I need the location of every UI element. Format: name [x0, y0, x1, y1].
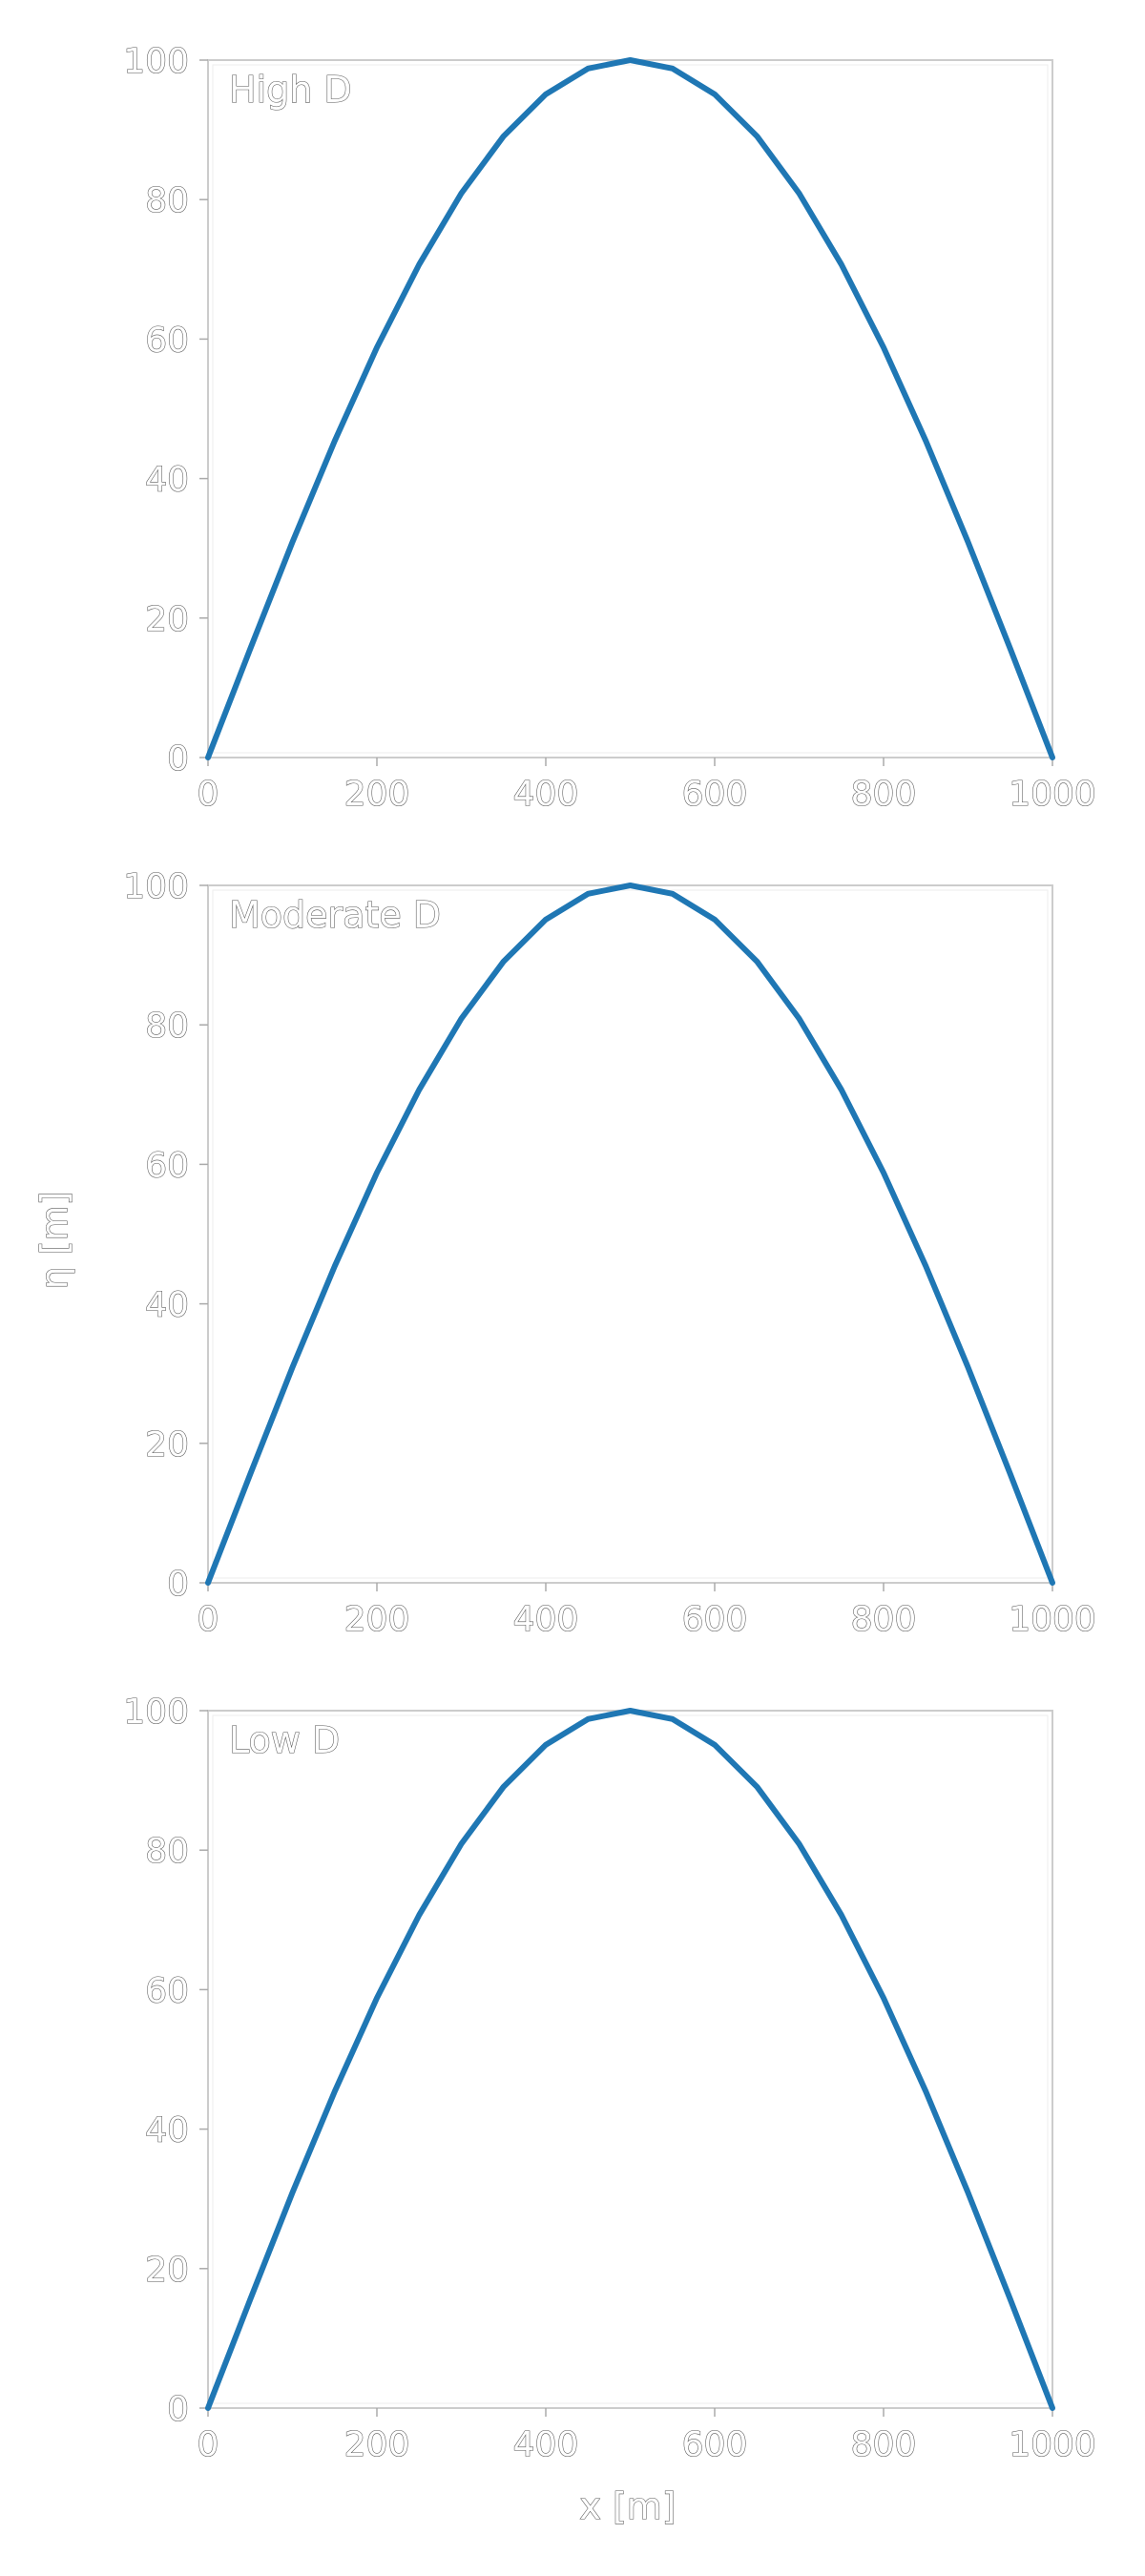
panel-label: Low D — [229, 1719, 340, 1761]
y-tick-label: 60 — [145, 321, 189, 360]
x-tick-label: 400 — [513, 1600, 579, 1639]
y-tick-label: 100 — [123, 42, 189, 81]
series-line — [205, 883, 1055, 1586]
y-tick-label: 100 — [123, 1693, 189, 1732]
y-tick-label: 80 — [145, 1832, 189, 1871]
x-tick-label: 1000 — [1009, 775, 1096, 814]
plot-frame-inner — [212, 64, 1049, 754]
x-tick-label: 600 — [682, 775, 748, 814]
y-tick-label: 0 — [167, 1565, 189, 1604]
x-tick-label: 600 — [682, 2425, 748, 2464]
panel-label: High D — [229, 69, 352, 111]
panel-label: Moderate D — [229, 894, 441, 936]
x-tick-label: 200 — [344, 1600, 410, 1639]
x-tick-label: 800 — [851, 775, 917, 814]
y-tick-label: 20 — [145, 600, 189, 639]
x-tick-label: 400 — [513, 775, 579, 814]
plot-frame — [207, 59, 1053, 758]
y-tick-label: 80 — [145, 1007, 189, 1046]
y-tick-label: 40 — [145, 1286, 189, 1325]
plot-frame-inner — [212, 1714, 1049, 2404]
x-tick-label: 0 — [198, 775, 219, 814]
x-tick-label: 0 — [198, 1600, 219, 1639]
y-tick-label: 100 — [123, 867, 189, 906]
x-tick-label: 800 — [851, 2425, 917, 2464]
plot-frame-inner — [212, 889, 1049, 1579]
x-tick-label: 400 — [513, 2425, 579, 2464]
y-tick-label: 40 — [145, 461, 189, 500]
series-line — [205, 57, 1055, 760]
x-tick-label: 800 — [851, 1600, 917, 1639]
y-tick-label: 0 — [167, 2390, 189, 2429]
x-tick-label: 0 — [198, 2425, 219, 2464]
y-tick-label: 20 — [145, 1425, 189, 1465]
y-tick-label: 20 — [145, 2251, 189, 2290]
series-line — [205, 1708, 1055, 2411]
y-axis-label: η [m] — [33, 1192, 75, 1290]
y-tick-label: 60 — [145, 1146, 189, 1185]
plot-frame — [207, 1710, 1053, 2409]
x-tick-label: 200 — [344, 2425, 410, 2464]
x-tick-label: 1000 — [1009, 1600, 1096, 1639]
x-tick-label: 1000 — [1009, 2425, 1096, 2464]
plot-frame — [207, 884, 1053, 1584]
y-tick-label: 40 — [145, 2111, 189, 2150]
x-axis-label: x [m] — [579, 2485, 676, 2527]
y-tick-label: 80 — [145, 181, 189, 220]
y-tick-label: 0 — [167, 739, 189, 779]
x-tick-label: 200 — [344, 775, 410, 814]
x-tick-label: 600 — [682, 1600, 748, 1639]
y-tick-label: 60 — [145, 1971, 189, 2010]
